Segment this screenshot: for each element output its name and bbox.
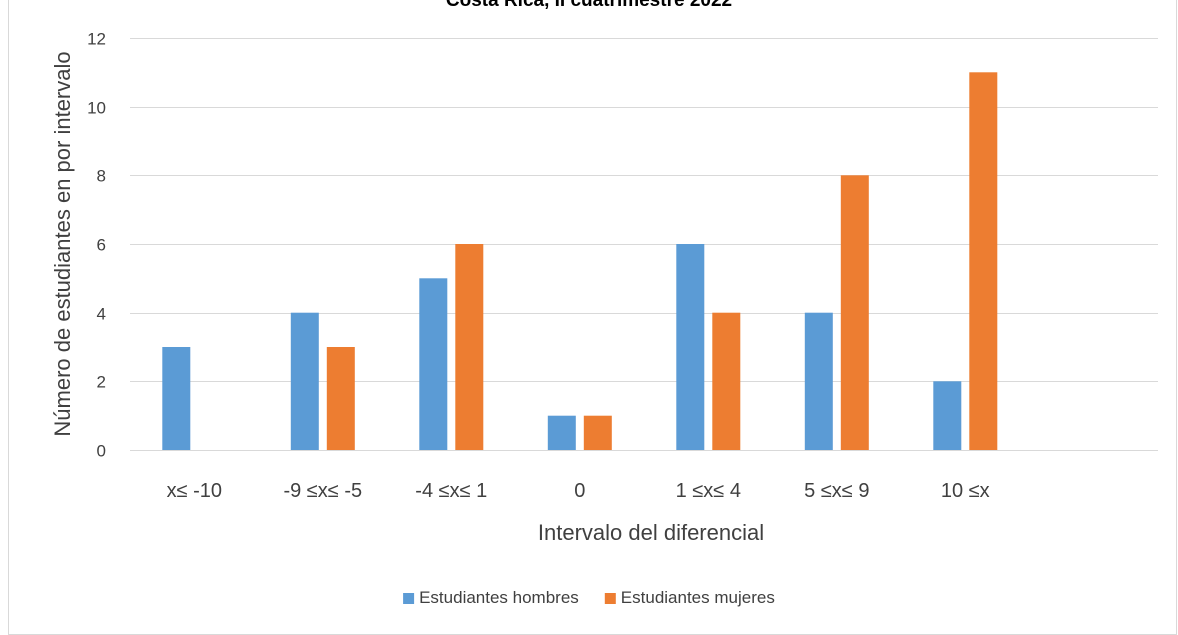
legend-swatch bbox=[403, 593, 415, 604]
x-tick-label: 10 ≤x bbox=[941, 480, 990, 502]
bar-mujeres bbox=[969, 72, 998, 451]
x-tick-label: 1 ≤x≤ 4 bbox=[676, 480, 741, 502]
legend: Estudiantes hombres Estudiantes mujeres bbox=[403, 588, 775, 607]
bar-hombres bbox=[804, 312, 833, 450]
bar-mujeres bbox=[326, 347, 355, 450]
bar-hombres bbox=[162, 347, 191, 450]
y-tick-label: 8 bbox=[97, 167, 106, 186]
y-tick-label: 2 bbox=[97, 373, 106, 392]
bar-hombres bbox=[676, 244, 705, 450]
bar-mujeres bbox=[455, 244, 484, 450]
bars bbox=[162, 72, 998, 451]
legend-item-hombres: Estudiantes hombres bbox=[403, 588, 579, 607]
x-tick-label: x≤ -10 bbox=[167, 480, 222, 502]
bar-mujeres bbox=[712, 312, 741, 450]
bar-hombres bbox=[547, 415, 576, 450]
x-tick-label: 0 bbox=[574, 480, 585, 502]
legend-swatch bbox=[604, 593, 616, 604]
legend-label: Estudiantes hombres bbox=[419, 588, 579, 607]
x-tick-label: 5 ≤x≤ 9 bbox=[804, 480, 869, 502]
x-axis-ticks: x≤ -10 -9 ≤x≤ -5 -4 ≤x≤ 1 0 1 ≤x≤ 4 5 ≤x≤ 9 10… bbox=[167, 480, 990, 502]
chart-title: Costa Rica, II cuatrimestre 2022 bbox=[446, 0, 732, 11]
bar-hombres bbox=[290, 312, 319, 450]
y-tick-label: 12 bbox=[87, 30, 106, 49]
bar-hombres bbox=[419, 278, 448, 450]
y-tick-label: 10 bbox=[87, 99, 106, 118]
y-axis-ticks: 0 2 4 6 8 10 12 bbox=[87, 30, 106, 461]
bar-mujeres bbox=[840, 175, 869, 451]
bar-hombres bbox=[933, 381, 962, 450]
y-tick-label: 4 bbox=[97, 305, 106, 324]
legend-label: Estudiantes mujeres bbox=[621, 588, 775, 607]
x-tick-label: -9 ≤x≤ -5 bbox=[283, 480, 362, 502]
y-axis-title: Número de estudiantes en por intervalo bbox=[50, 51, 75, 436]
gridlines bbox=[130, 38, 1158, 451]
y-tick-label: 0 bbox=[97, 442, 106, 461]
bar-mujeres bbox=[583, 415, 612, 450]
legend-item-mujeres: Estudiantes mujeres bbox=[604, 588, 775, 607]
y-tick-label: 6 bbox=[97, 236, 106, 255]
x-axis-title: Intervalo del diferencial bbox=[538, 520, 764, 545]
x-tick-label: -4 ≤x≤ 1 bbox=[415, 480, 487, 502]
